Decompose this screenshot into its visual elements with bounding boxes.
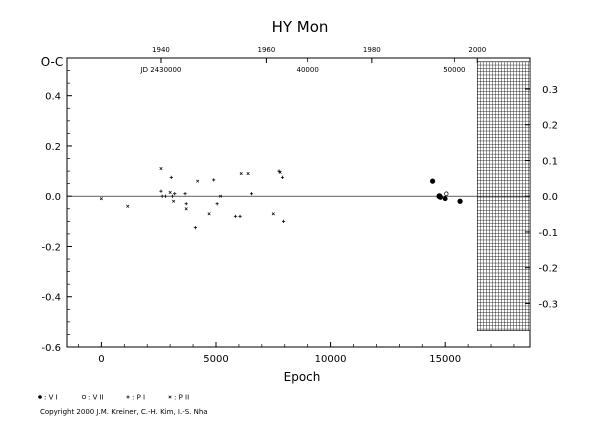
point-v1 [442, 196, 448, 202]
point-p1 [184, 202, 188, 206]
point-p2 [219, 194, 223, 198]
point-p1 [163, 194, 168, 198]
y-axis-label: O-C [41, 55, 64, 69]
y-axis-right-ticks: -0.3 -0.2 -0.1 0.0 0.1 0.2 0.3 [525, 85, 558, 310]
legend: : V I : V II : P I : P II [38, 394, 189, 402]
point-p1 [280, 175, 285, 179]
point-v2 [444, 191, 449, 196]
y-right-tick-label: 0.1 [542, 156, 558, 167]
legend-label: : V II [88, 394, 104, 402]
point-p1 [238, 214, 242, 218]
year-tick-label: 1980 [363, 46, 381, 54]
point-p1 [170, 194, 175, 198]
point-p2 [168, 190, 172, 194]
y-left-tick-label: -0.4 [41, 293, 61, 304]
top-axis-ticks: 1940 1960 1980 2000 JD 2430000 40000 50000 [140, 46, 487, 74]
point-p1 [159, 189, 163, 193]
y-left-tick-label: -0.6 [41, 343, 61, 354]
point-p1 [126, 395, 130, 399]
point-v1 [438, 195, 444, 200]
y-right-tick-label: -0.3 [538, 299, 558, 310]
point-p2-b [184, 207, 188, 211]
point-p2-b [172, 199, 176, 203]
point-p2 [126, 204, 130, 208]
point-p2 [184, 207, 188, 211]
jd-tick-label: JD 2430000 [140, 66, 182, 74]
point-v1 [429, 178, 436, 184]
point-p1 [249, 192, 254, 196]
point-p2 [99, 197, 103, 201]
point-v1 [457, 198, 463, 204]
y-right-tick-label: 0.3 [542, 85, 558, 96]
point-p2-b [168, 190, 172, 194]
y-right-tick-label: -0.2 [538, 264, 558, 275]
y-right-tick-label: 0.0 [542, 192, 558, 203]
point-p1 [183, 192, 187, 196]
x-tick-label: 5000 [203, 354, 228, 365]
y-left-tick-label: 0.2 [45, 142, 61, 153]
x-axis-label: Epoch [284, 370, 321, 384]
year-tick-label: 1940 [152, 46, 170, 54]
point-v1 [38, 395, 42, 399]
point-p1 [233, 214, 238, 218]
legend-label: : P I [132, 394, 145, 402]
point-p2-b [239, 172, 243, 176]
point-p2 [278, 170, 282, 174]
copyright-text: Copyright 2000 J.M. Kreiner, C.-H. Kim, … [40, 408, 208, 416]
y-right-tick-label: -0.1 [538, 228, 558, 239]
point-p1 [160, 194, 164, 198]
point-p2-b [219, 194, 223, 198]
legend-label: : P II [174, 394, 189, 402]
point-p2-b [126, 204, 130, 208]
point-v2 [81, 394, 87, 400]
point-p2-b [278, 170, 282, 174]
year-tick-label: 1960 [257, 46, 275, 54]
x-tick-label: 0 [98, 354, 104, 365]
legend-label: : V I [44, 394, 58, 402]
jd-tick-label: 50000 [443, 66, 465, 74]
point-p2-b [196, 179, 200, 183]
point-p1 [193, 226, 197, 230]
x-tick-label: 10000 [315, 354, 347, 365]
data-points [99, 167, 463, 230]
point-p1 [215, 202, 219, 206]
point-p2 [239, 172, 243, 176]
point-p2-b [168, 395, 172, 399]
jd-tick-label: 40000 [297, 66, 319, 74]
y-left-tick-label: 0.0 [45, 192, 61, 203]
point-p2 [196, 179, 200, 183]
chart-title: HY Mon [272, 18, 329, 36]
point-p2 [271, 212, 275, 216]
y-left-tick-label: 0.4 [45, 92, 61, 103]
point-p2 [159, 167, 163, 171]
point-p2-b [207, 212, 211, 216]
point-p2 [207, 212, 211, 216]
year-tick-label: 2000 [468, 46, 486, 54]
point-p1 [282, 219, 286, 223]
point-p2-b [99, 197, 103, 201]
x-axis-ticks: 0 5000 10000 15000 [78, 342, 515, 365]
y-axis-left-ticks: -0.6 -0.4 -0.2 0.0 0.2 0.4 [41, 70, 72, 354]
y-right-tick-label: 0.2 [542, 121, 558, 132]
point-p1 [169, 175, 173, 179]
point-p2 [246, 172, 250, 176]
y-left-tick-label: -0.2 [41, 242, 61, 253]
point-p2 [172, 199, 176, 203]
point-p2-b [159, 167, 163, 171]
point-p2 [168, 395, 172, 399]
point-p2-b [271, 212, 275, 216]
point-p2-b [246, 172, 250, 176]
point-p1 [173, 192, 177, 196]
point-p1 [212, 178, 216, 182]
x-tick-label: 15000 [429, 354, 461, 365]
